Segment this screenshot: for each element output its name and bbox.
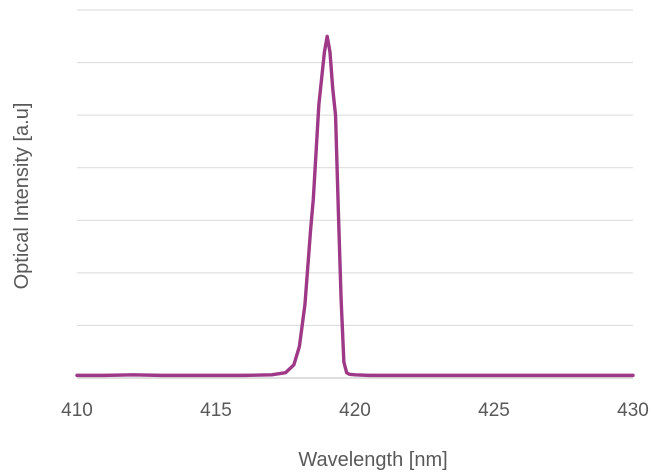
series-layer: [75, 34, 635, 378]
series-line-0: [75, 34, 635, 378]
gridlines: [77, 9, 633, 326]
x-axis-title: Wavelength [nm]: [298, 449, 447, 471]
x-tick-labels: 410 415 420 425 430: [61, 400, 649, 421]
x-tick-label: 410: [61, 400, 93, 421]
x-tick-label: 415: [200, 400, 232, 421]
x-tick-label: 420: [339, 400, 371, 421]
y-axis-title: Optical Intensity [a.u]: [11, 103, 33, 290]
x-tick-label: 430: [617, 400, 649, 421]
x-tick-label: 425: [478, 400, 510, 421]
